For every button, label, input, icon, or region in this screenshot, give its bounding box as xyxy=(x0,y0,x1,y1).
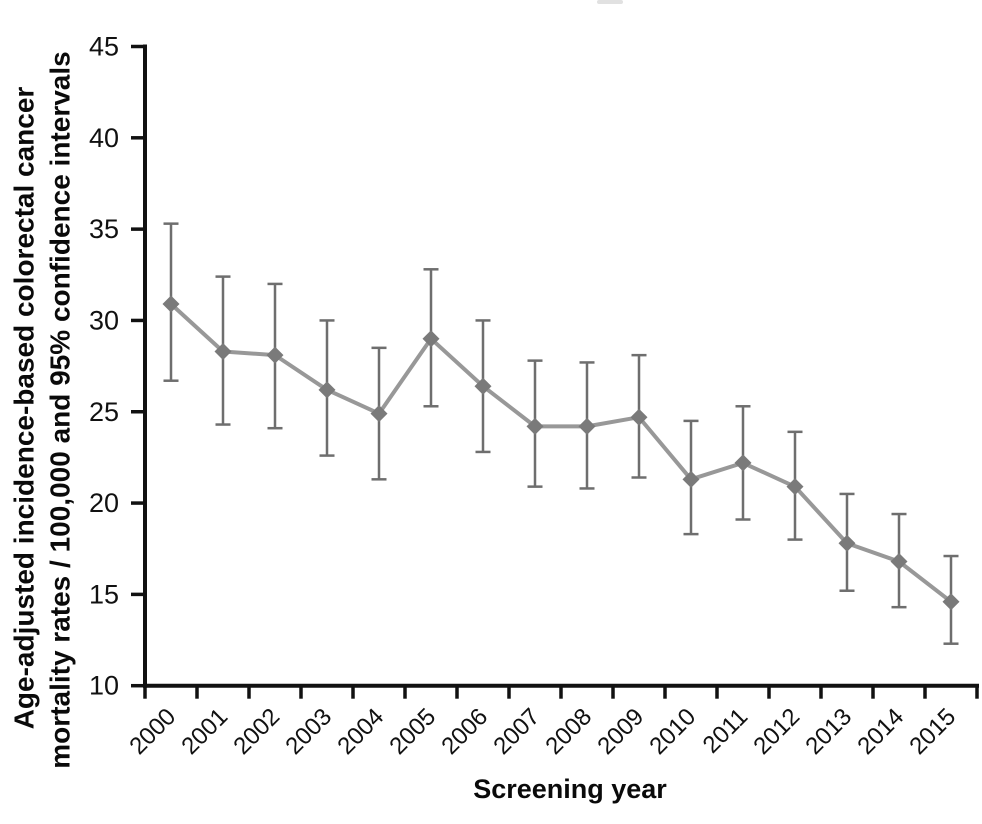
x-tick-label-2004: 2004 xyxy=(332,703,389,760)
data-point-2012 xyxy=(786,478,804,496)
data-point-2008 xyxy=(578,417,596,435)
data-point-2007 xyxy=(526,417,544,435)
data-point-2010 xyxy=(682,470,700,488)
x-tick-label-2010: 2010 xyxy=(644,703,701,760)
data-point-2004 xyxy=(370,405,388,423)
x-tick-label-2003: 2003 xyxy=(280,703,337,760)
series-line xyxy=(169,302,953,604)
x-tick-label-2006: 2006 xyxy=(436,703,493,760)
y-tick-label-25: 25 xyxy=(89,397,119,427)
data-point-2006 xyxy=(474,377,492,395)
data-point-2013 xyxy=(838,534,856,552)
plot-area: 10 15 20 25 30 35 40 45 200020012002200320042005… xyxy=(89,32,979,760)
x-tick-label-2009: 2009 xyxy=(592,703,649,760)
x-tick-label-2005: 2005 xyxy=(384,703,441,760)
x-tick-label-2014: 2014 xyxy=(852,703,909,760)
y-tick-label-15: 15 xyxy=(89,579,119,609)
data-point-2005 xyxy=(422,330,440,348)
x-axis-title: Screening year xyxy=(473,774,667,804)
y-tick-label-45: 45 xyxy=(89,32,119,62)
x-tick-label-2015: 2015 xyxy=(904,703,961,760)
x-tick-label-2007: 2007 xyxy=(488,703,545,760)
data-point-2003 xyxy=(318,381,336,399)
y-axis-title-line2: mortality rates / 100,000 and 95% confid… xyxy=(45,51,76,768)
data-point-2001 xyxy=(214,342,232,360)
data-point-2009 xyxy=(630,408,648,426)
y-tick-label-35: 35 xyxy=(89,214,119,244)
x-tick-label-2008: 2008 xyxy=(540,703,597,760)
x-tick-label-2001: 2001 xyxy=(176,703,233,760)
y-axis-title-line1: Age-adjusted incidence-based colorectal … xyxy=(9,87,40,730)
x-tick-label-2000: 2000 xyxy=(124,703,181,760)
x-tick-label-2002: 2002 xyxy=(228,703,285,760)
cropped-title-fragment xyxy=(597,0,623,4)
y-tick-label-30: 30 xyxy=(89,305,119,335)
y-tick-label-10: 10 xyxy=(89,671,119,701)
y-tick-label-20: 20 xyxy=(89,488,119,518)
data-point-2011 xyxy=(734,454,752,472)
x-tick-label-2011: 2011 xyxy=(698,703,754,759)
x-tick-label-2013: 2013 xyxy=(800,703,857,760)
x-tick-label-2012: 2012 xyxy=(748,703,805,760)
data-point-2015 xyxy=(942,593,960,611)
data-point-2000 xyxy=(162,295,180,313)
y-tick-label-40: 40 xyxy=(89,123,119,153)
data-point-2014 xyxy=(890,553,908,571)
data-point-2002 xyxy=(266,346,284,364)
